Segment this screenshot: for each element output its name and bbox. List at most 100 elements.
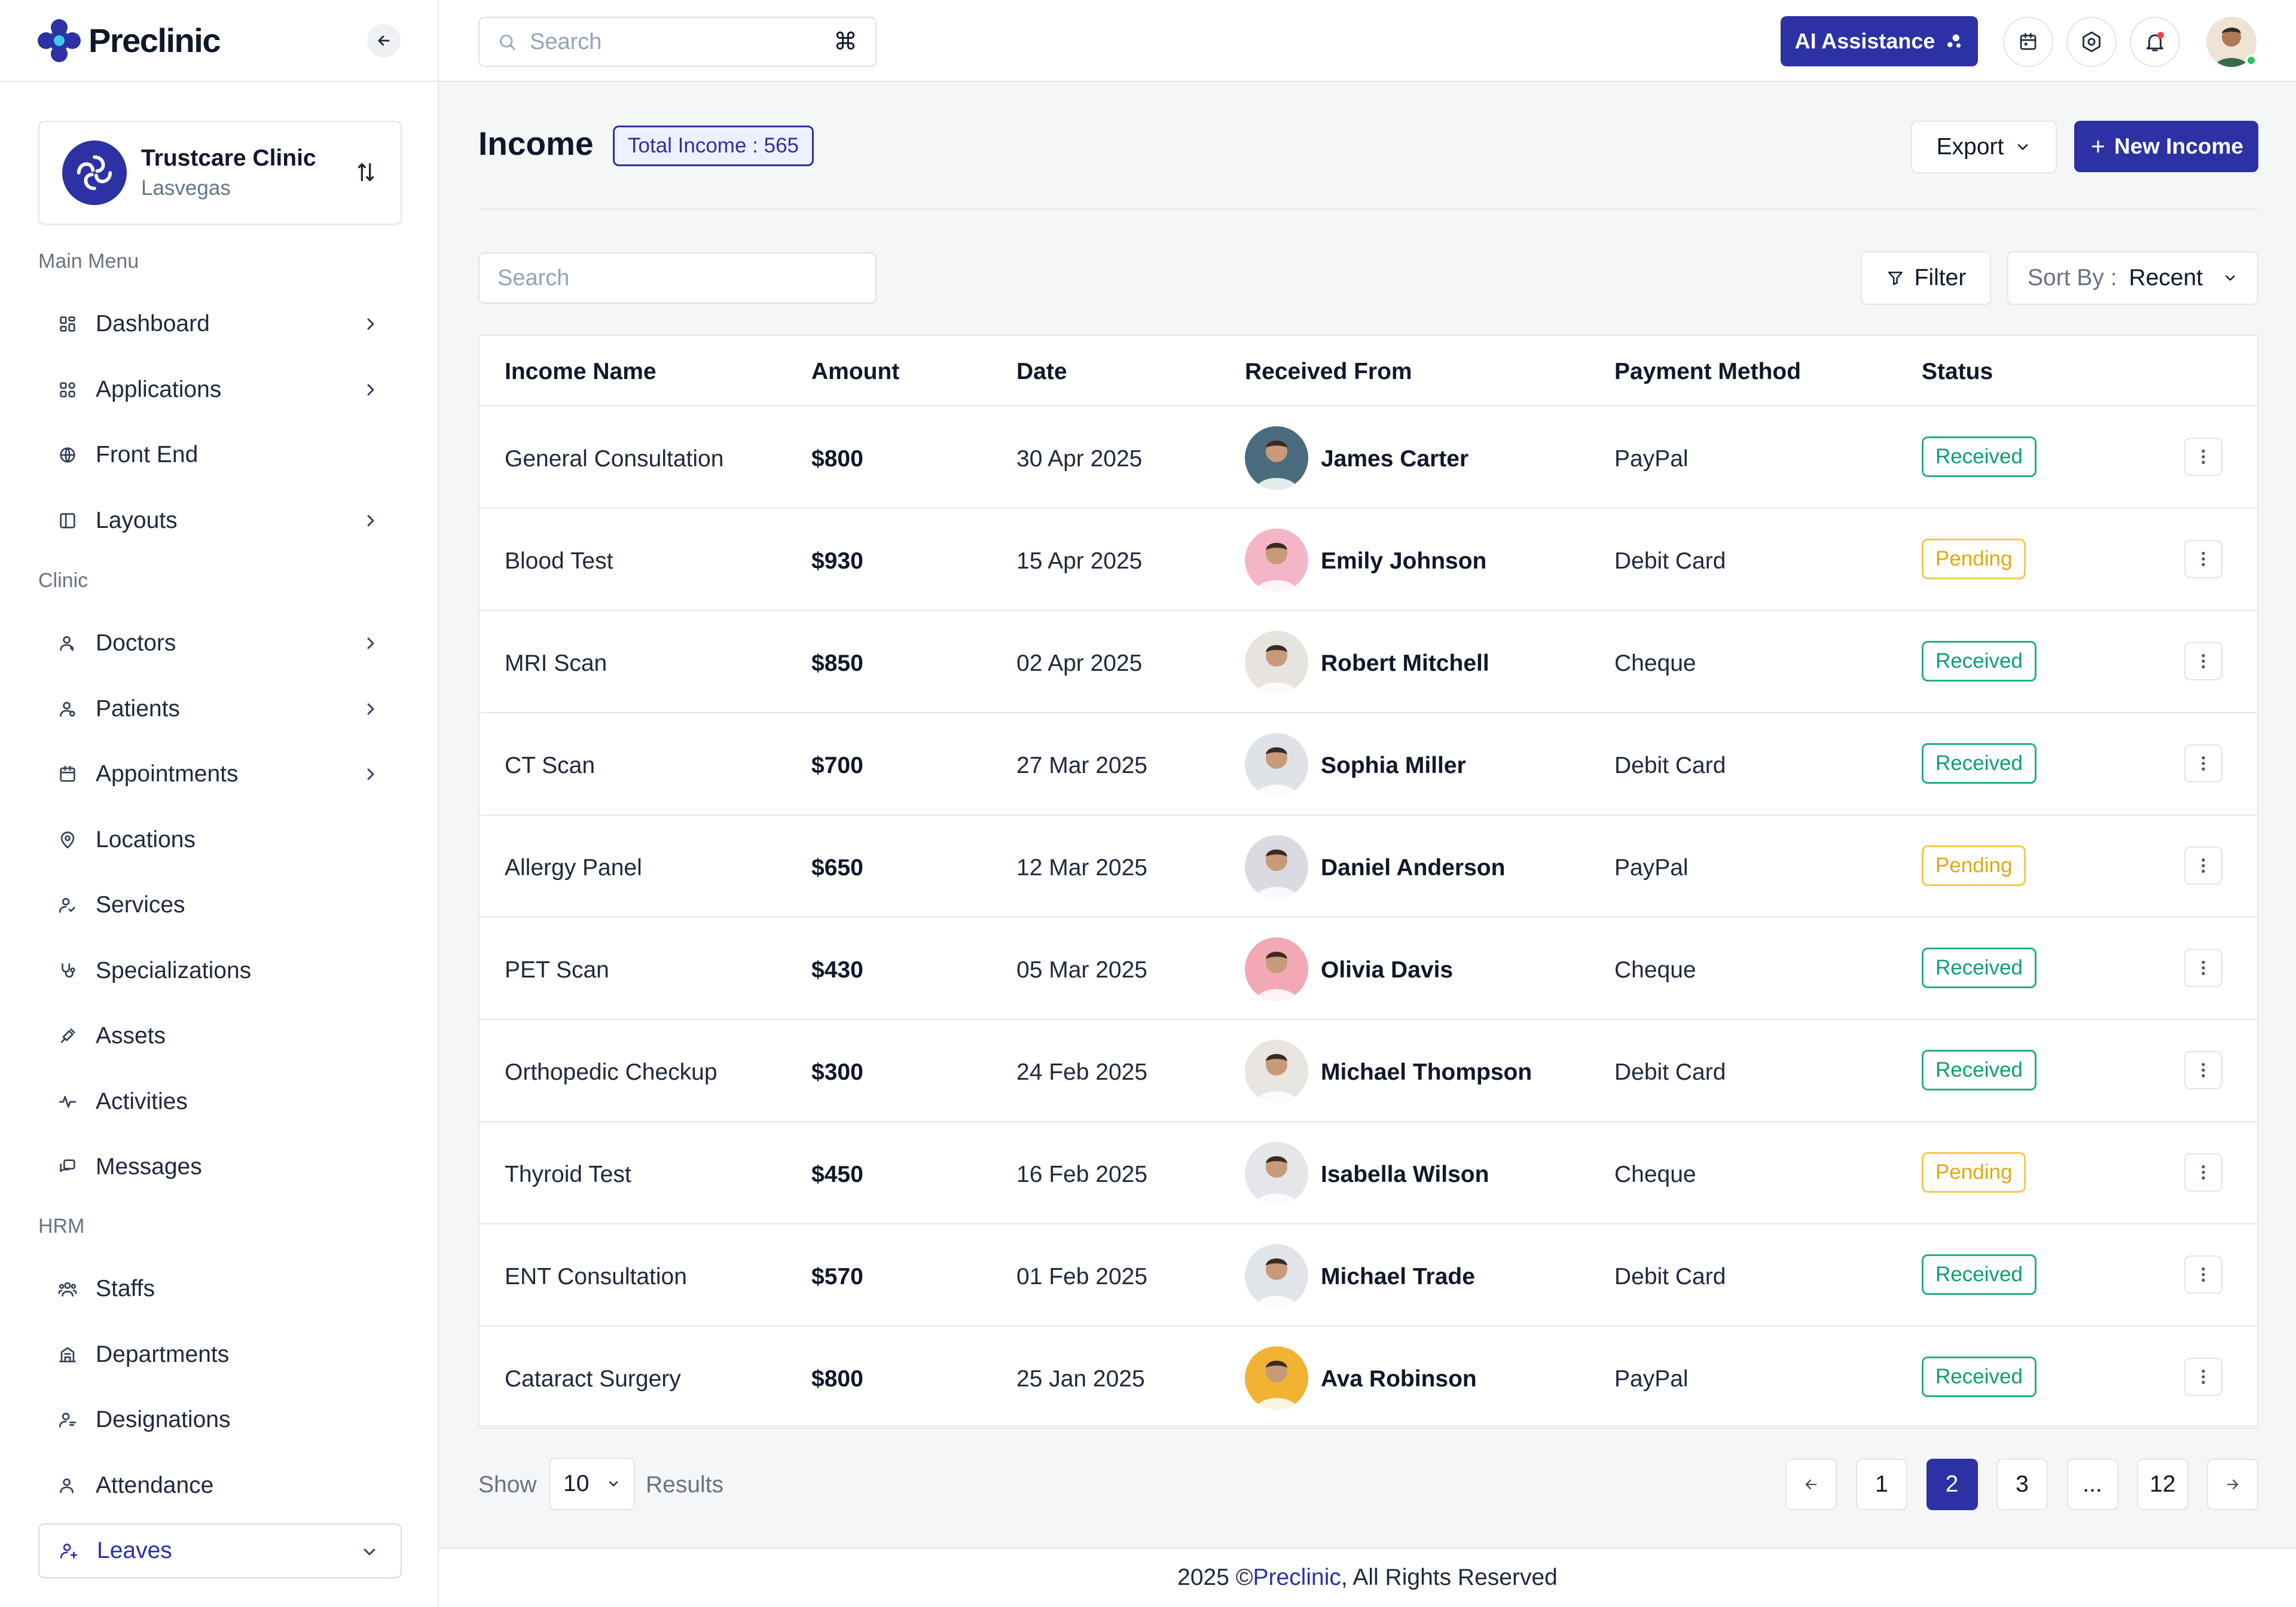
row-actions-button[interactable] xyxy=(2184,1358,2222,1396)
next-page-button[interactable] xyxy=(2207,1459,2258,1510)
column-header[interactable]: Amount xyxy=(811,359,900,384)
sparkle-icon xyxy=(1947,34,1961,48)
table-row[interactable]: ENT Consultation $570 01 Feb 2025 Michael T… xyxy=(480,1224,2257,1327)
prev-page-button[interactable] xyxy=(1785,1459,1837,1510)
bell-icon xyxy=(2146,32,2164,51)
sidebar-item-specializations[interactable]: Specializations xyxy=(38,943,402,998)
amount: $850 xyxy=(811,650,863,676)
sidebar-item-dashboard[interactable]: Dashboard xyxy=(38,297,402,352)
table-row[interactable]: PET Scan $430 05 Mar 2025 Olivia Davis Chequ… xyxy=(480,918,2257,1020)
sidebar-item-front-end[interactable]: Front End xyxy=(38,427,402,482)
sidebar-item-assets[interactable]: Assets xyxy=(38,1009,402,1064)
export-label: Export xyxy=(1936,134,2004,160)
table-row[interactable]: General Consultation $800 30 Apr 2025 James… xyxy=(480,407,2257,509)
person-avatar[interactable] xyxy=(1245,733,1308,796)
column-header[interactable]: Payment Method xyxy=(1614,359,1802,384)
row-actions-button[interactable] xyxy=(2184,540,2222,578)
person-avatar[interactable] xyxy=(1245,937,1308,1001)
new-income-button[interactable]: New Income xyxy=(2074,121,2258,172)
row-actions-button[interactable] xyxy=(2184,744,2222,783)
chevron-down-icon xyxy=(2018,144,2028,150)
ai-assistance-button[interactable]: AI Assistance xyxy=(1781,16,1978,66)
table-search-input[interactable]: Search xyxy=(478,252,877,304)
income-name: Orthopedic Checkup xyxy=(505,1059,718,1085)
sidebar-item-doctors[interactable]: Doctors xyxy=(38,616,402,671)
income-name: CT Scan xyxy=(505,753,596,778)
table-row[interactable]: Blood Test $930 15 Apr 2025 Emily Johnson De… xyxy=(480,509,2257,611)
footer-brand-link[interactable]: Preclinic xyxy=(1253,1565,1341,1590)
header-divider xyxy=(478,209,2258,210)
person-avatar[interactable] xyxy=(1245,528,1308,592)
column-header[interactable]: Status xyxy=(1922,359,1993,384)
sidebar-item-messages[interactable]: Messages xyxy=(38,1139,402,1194)
notifications-button[interactable] xyxy=(2130,17,2180,67)
sidebar-item-staffs[interactable]: Staffs xyxy=(38,1261,402,1316)
received-from[interactable]: Daniel Anderson xyxy=(1321,855,1506,881)
filter-label: Filter xyxy=(1914,265,1967,291)
payment-method: PayPal xyxy=(1614,855,1689,881)
person-avatar[interactable] xyxy=(1245,1244,1308,1307)
received-from[interactable]: Michael Trade xyxy=(1321,1264,1475,1290)
amount: $800 xyxy=(811,1366,863,1392)
received-from[interactable]: Sophia Miller xyxy=(1321,753,1466,778)
more-vertical-icon xyxy=(2202,1063,2205,1077)
filter-button[interactable]: Filter xyxy=(1861,251,1991,305)
sidebar-item-designations[interactable]: Designations xyxy=(38,1392,402,1447)
page-button[interactable]: 2 xyxy=(1926,1459,1978,1510)
per-page-select[interactable]: 10 xyxy=(549,1458,635,1510)
table-row[interactable]: Allergy Panel $650 12 Mar 2025 Daniel Ander… xyxy=(480,815,2257,918)
sidebar-item-applications[interactable]: Applications xyxy=(38,362,402,417)
person-avatar[interactable] xyxy=(1245,1142,1308,1205)
table-row[interactable]: Cataract Surgery $800 25 Jan 2025 Ava Robin… xyxy=(480,1327,2257,1429)
row-actions-button[interactable] xyxy=(2184,949,2222,987)
table-row[interactable]: Orthopedic Checkup $300 24 Feb 2025 Michael… xyxy=(480,1020,2257,1122)
sidebar-item-attendance[interactable]: Attendance xyxy=(38,1458,402,1513)
received-from[interactable]: Emily Johnson xyxy=(1321,548,1487,574)
row-actions-button[interactable] xyxy=(2184,1153,2222,1191)
sidebar-item-services[interactable]: Services xyxy=(38,878,402,933)
row-actions-button[interactable] xyxy=(2184,1255,2222,1294)
page-button[interactable]: 3 xyxy=(1996,1459,2048,1510)
export-button[interactable]: Export xyxy=(1911,121,2057,173)
calendar-button[interactable] xyxy=(2003,17,2053,67)
table-row[interactable]: CT Scan $700 27 Mar 2025 Sophia Miller Debit… xyxy=(480,713,2257,815)
global-search-input[interactable]: Search ⌘ xyxy=(478,17,877,67)
received-from[interactable]: Michael Thompson xyxy=(1321,1059,1532,1085)
brand-name: Preclinic xyxy=(88,22,221,59)
sidebar-item-label: Activities xyxy=(96,1088,188,1114)
table-row[interactable]: MRI Scan $850 02 Apr 2025 Robert Mitchell Ch… xyxy=(480,611,2257,713)
person-avatar[interactable] xyxy=(1245,835,1308,899)
column-header[interactable]: Received From xyxy=(1245,359,1412,384)
row-actions-button[interactable] xyxy=(2184,847,2222,885)
row-actions-button[interactable] xyxy=(2184,642,2222,680)
sidebar-item-departments[interactable]: Departments xyxy=(38,1327,402,1382)
apps-icon xyxy=(57,380,78,400)
sidebar-item-appointments[interactable]: Appointments xyxy=(38,747,402,802)
sidebar-item-patients[interactable]: Patients xyxy=(38,682,402,737)
sort-dropdown[interactable]: Sort By : Recent xyxy=(2007,251,2258,305)
received-from[interactable]: Ava Robinson xyxy=(1321,1366,1477,1392)
sidebar-item-locations[interactable]: Locations xyxy=(38,812,402,867)
received-from[interactable]: Robert Mitchell xyxy=(1321,650,1489,676)
person-avatar[interactable] xyxy=(1245,631,1308,694)
person-avatar[interactable] xyxy=(1245,426,1308,490)
settings-button[interactable] xyxy=(2066,17,2117,67)
person-avatar[interactable] xyxy=(1245,1040,1308,1103)
column-header[interactable]: Income Name xyxy=(505,359,657,384)
received-from[interactable]: James Carter xyxy=(1321,446,1469,472)
sidebar-item-layouts[interactable]: Layouts xyxy=(38,493,402,548)
page-button[interactable]: 12 xyxy=(2137,1459,2188,1510)
person-avatar[interactable] xyxy=(1245,1346,1308,1410)
row-actions-button[interactable] xyxy=(2184,1051,2222,1089)
column-header[interactable]: Date xyxy=(1016,359,1067,384)
sidebar-item-leaves[interactable]: Leaves xyxy=(38,1523,402,1578)
sidebar-collapse-button[interactable] xyxy=(367,24,401,57)
received-from[interactable]: Isabella Wilson xyxy=(1321,1162,1489,1187)
received-from[interactable]: Olivia Davis xyxy=(1321,957,1454,983)
command-key-icon: ⌘ xyxy=(833,29,857,55)
page-button[interactable]: 1 xyxy=(1856,1459,1907,1510)
clinic-switcher[interactable]: Trustcare Clinic Lasvegas xyxy=(38,121,402,225)
row-actions-button[interactable] xyxy=(2184,438,2222,476)
sidebar-item-activities[interactable]: Activities xyxy=(38,1074,402,1129)
table-row[interactable]: Thyroid Test $450 16 Feb 2025 Isabella Wils… xyxy=(480,1122,2257,1224)
